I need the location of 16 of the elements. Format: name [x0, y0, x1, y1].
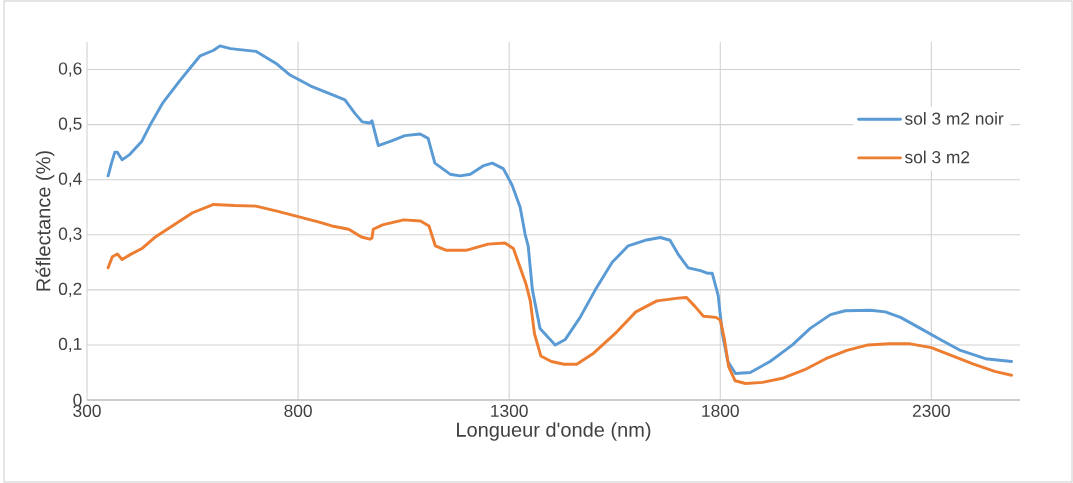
legend-label: sol 3 m2: [905, 150, 970, 164]
line-series: [106, 203, 1014, 385]
y-tick-label: 0,3: [58, 227, 82, 242]
y-tick-label: 0,4: [58, 172, 82, 187]
x-tick-label: 1800: [702, 404, 739, 417]
x-tick-label: 2300: [912, 404, 950, 417]
y-tick-label: 0,5: [58, 117, 82, 132]
legend-label: sol 3 m2 noir: [905, 112, 1004, 125]
x-tick-label: 1300: [491, 404, 528, 417]
y-tick-label: 0,6: [58, 62, 82, 77]
line-series: [106, 44, 1014, 376]
y-axis-title: Réflectance (%): [35, 151, 55, 291]
y-tick-label: 0,1: [58, 337, 82, 353]
y-tick-label: 0,2: [58, 282, 82, 298]
x-axis-title: Longueur d'onde (nm): [457, 422, 651, 441]
x-tick-label: 800: [284, 404, 312, 417]
